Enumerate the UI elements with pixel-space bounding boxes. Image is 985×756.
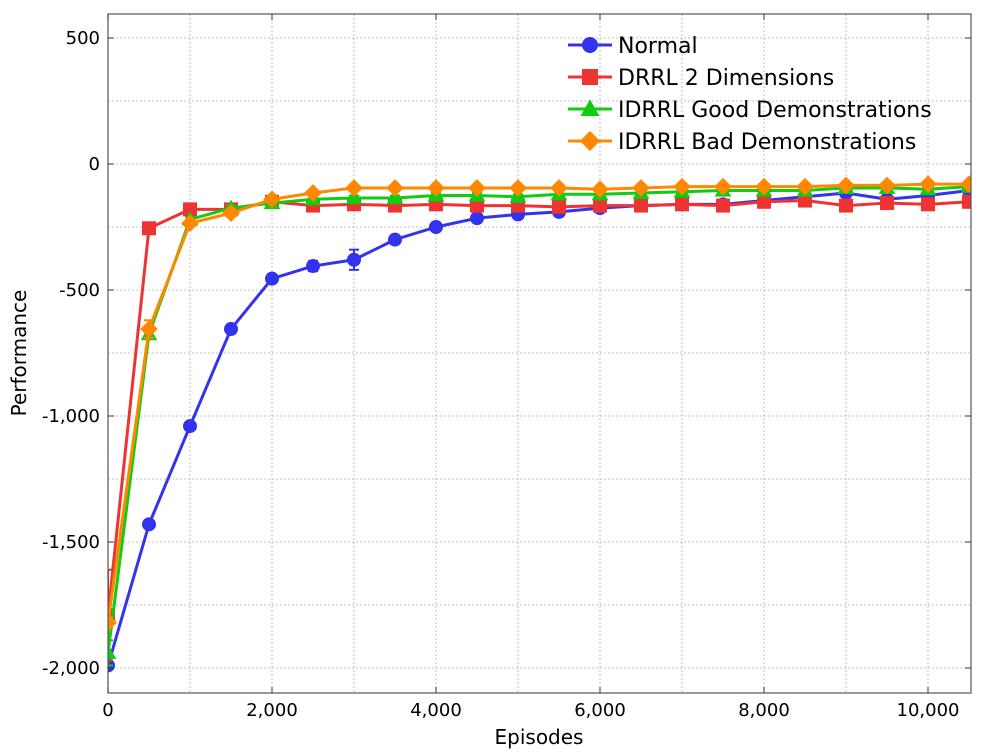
- data-point-diamond: [304, 184, 322, 202]
- x-tick-label: 6,000: [574, 700, 626, 721]
- y-tick-label: -1,500: [42, 532, 100, 553]
- data-point-diamond: [919, 175, 937, 193]
- data-point-diamond: [386, 179, 404, 197]
- series-idrrl-good-demonstrations: [108, 178, 971, 667]
- x-tick-label: 0: [102, 700, 113, 721]
- data-point-diamond: [673, 177, 691, 196]
- data-point-triangle: [108, 644, 117, 659]
- x-axis-title: Episodes: [495, 725, 584, 749]
- axis-ticks: 0 2,000 4,000 6,000 8,000 10,000 500 0 -500 -1,00…: [42, 14, 971, 721]
- y-tick-label: -1,000: [42, 406, 100, 427]
- data-point-diamond: [632, 179, 650, 197]
- data-point-square: [757, 194, 771, 209]
- series-line: [108, 199, 970, 616]
- data-point-square: [839, 198, 853, 213]
- data-point-square: [962, 194, 971, 209]
- legend-entry: IDRRL Bad Demonstrations: [568, 130, 916, 155]
- data-point-diamond: [345, 179, 363, 197]
- data-point-triangle: [386, 189, 404, 205]
- legend-label: IDRRL Bad Demonstrations: [618, 130, 916, 155]
- data-point-circle: [183, 419, 197, 434]
- data-point-diamond: [550, 179, 568, 197]
- data-point-circle: [470, 211, 484, 226]
- data-point-square: [634, 198, 648, 213]
- data-point-diamond: [755, 177, 773, 196]
- data-point-circle: [224, 322, 238, 337]
- legend-label: IDRRL Good Demonstrations: [618, 98, 932, 123]
- data-point-diamond: [509, 179, 527, 197]
- legend-label: DRRL 2 Dimensions: [618, 66, 834, 91]
- data-point-diamond: [714, 177, 732, 196]
- data-point-circle: [347, 252, 361, 267]
- series-drrl-2-dimensions: [108, 193, 971, 662]
- data-point-circle: [388, 232, 402, 247]
- data-point-circle: [429, 220, 443, 234]
- data-point-diamond: [579, 130, 601, 152]
- grid-lines: [107, 14, 971, 693]
- data-point-triangle: [580, 99, 600, 116]
- series-layer: [108, 175, 971, 673]
- data-point-circle: [306, 259, 320, 274]
- data-point-diamond: [263, 190, 281, 209]
- data-point-diamond: [468, 179, 486, 197]
- data-point-triangle: [345, 189, 363, 205]
- y-axis-title: Performance: [7, 290, 31, 417]
- legend-entry: DRRL 2 Dimensions: [568, 66, 834, 91]
- data-point-square: [880, 196, 894, 211]
- data-point-diamond: [591, 180, 609, 199]
- y-tick-label: 500: [66, 28, 100, 49]
- data-point-diamond: [427, 179, 445, 197]
- data-point-circle: [265, 271, 279, 286]
- legend-entry: Normal: [568, 34, 698, 59]
- x-tick-label: 10,000: [897, 700, 960, 721]
- data-point-square: [921, 197, 935, 212]
- plot-frame: [107, 13, 972, 694]
- legend-entry: IDRRL Good Demonstrations: [568, 98, 932, 123]
- data-point-square: [552, 199, 566, 214]
- y-tick-label: -500: [59, 280, 100, 301]
- data-point-circle: [582, 37, 598, 53]
- legend: Normal DRRL 2 Dimensions IDRRL Good Demons…: [568, 34, 932, 155]
- series-line: [108, 188, 970, 666]
- data-point-diamond: [837, 176, 855, 195]
- data-point-diamond: [108, 613, 117, 632]
- data-point-circle: [142, 517, 156, 532]
- series-normal: [108, 183, 971, 673]
- data-point-square: [716, 198, 730, 213]
- data-point-diamond: [796, 177, 814, 196]
- data-point-square: [108, 608, 115, 623]
- series-line: [108, 182, 969, 623]
- data-point-diamond: [878, 176, 896, 195]
- series-line: [108, 185, 970, 654]
- data-point-square: [582, 69, 598, 85]
- x-tick-label: 2,000: [246, 700, 298, 721]
- data-point-diamond: [181, 214, 199, 233]
- x-tick-label: 4,000: [410, 700, 462, 721]
- series-idrrl-bad-demonstrations: [108, 175, 971, 632]
- data-point-diamond: [222, 204, 240, 222]
- data-point-square: [142, 221, 156, 236]
- x-tick-label: 8,000: [738, 700, 790, 721]
- legend-label: Normal: [618, 34, 698, 59]
- data-point-diamond: [960, 175, 971, 193]
- data-point-square: [675, 197, 689, 212]
- y-tick-label: 0: [89, 154, 100, 175]
- y-tick-label: -2,000: [42, 658, 100, 679]
- data-point-square: [593, 198, 607, 213]
- data-point-diamond: [140, 320, 158, 338]
